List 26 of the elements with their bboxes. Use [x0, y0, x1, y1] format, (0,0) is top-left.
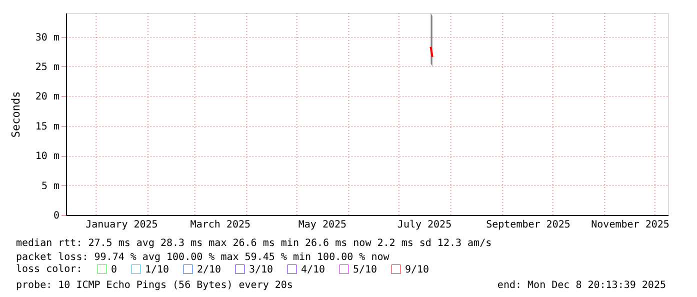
text: end: Mon Dec 8 20:13:39 2025 [497, 280, 666, 291]
x-tick-label: January 2025 [86, 220, 158, 230]
legend-label: 2/10 [197, 264, 222, 276]
legend-label: 5/10 [353, 264, 378, 276]
text: packet loss: 99.74 % avg 100.00 % max 59.45 % min 100.00 % now [16, 252, 390, 263]
y-tick-label: 30 m [35, 32, 60, 44]
y-tick-label: 15 m [35, 121, 60, 132]
x-tick-label: September 2025 [486, 220, 570, 230]
y-tick-label: 0 [53, 210, 60, 222]
x-tick-label: November 2025 [591, 220, 670, 230]
y-tick-label: 5 m [41, 180, 60, 192]
text: median rtt: 27.5 ms avg 28.3 ms max 26.6 ms min 26.6 ms now 2.2 ms sd 12.3 am/s [16, 238, 492, 249]
legend-label: 1/10 [145, 264, 170, 276]
y-tick-label: 20 m [35, 92, 60, 103]
x-tick-label: March 2025 [190, 220, 251, 230]
y-tick-label: 25 m [35, 62, 60, 73]
legend-label: 0 [111, 264, 118, 276]
y-tick-label: 10 m [35, 151, 60, 162]
legend-label: 3/10 [249, 264, 274, 276]
text: probe: 10 ICMP Echo Pings (56 Bytes) every 20s [16, 280, 293, 291]
legend-label: 9/10 [405, 264, 430, 276]
y-axis-title: Seconds [9, 91, 22, 138]
legend-label: 4/10 [301, 264, 326, 276]
x-tick-label: May 2025 [298, 220, 347, 230]
x-tick-label: July 2025 [397, 220, 452, 230]
legend-title: loss color: [16, 264, 82, 275]
